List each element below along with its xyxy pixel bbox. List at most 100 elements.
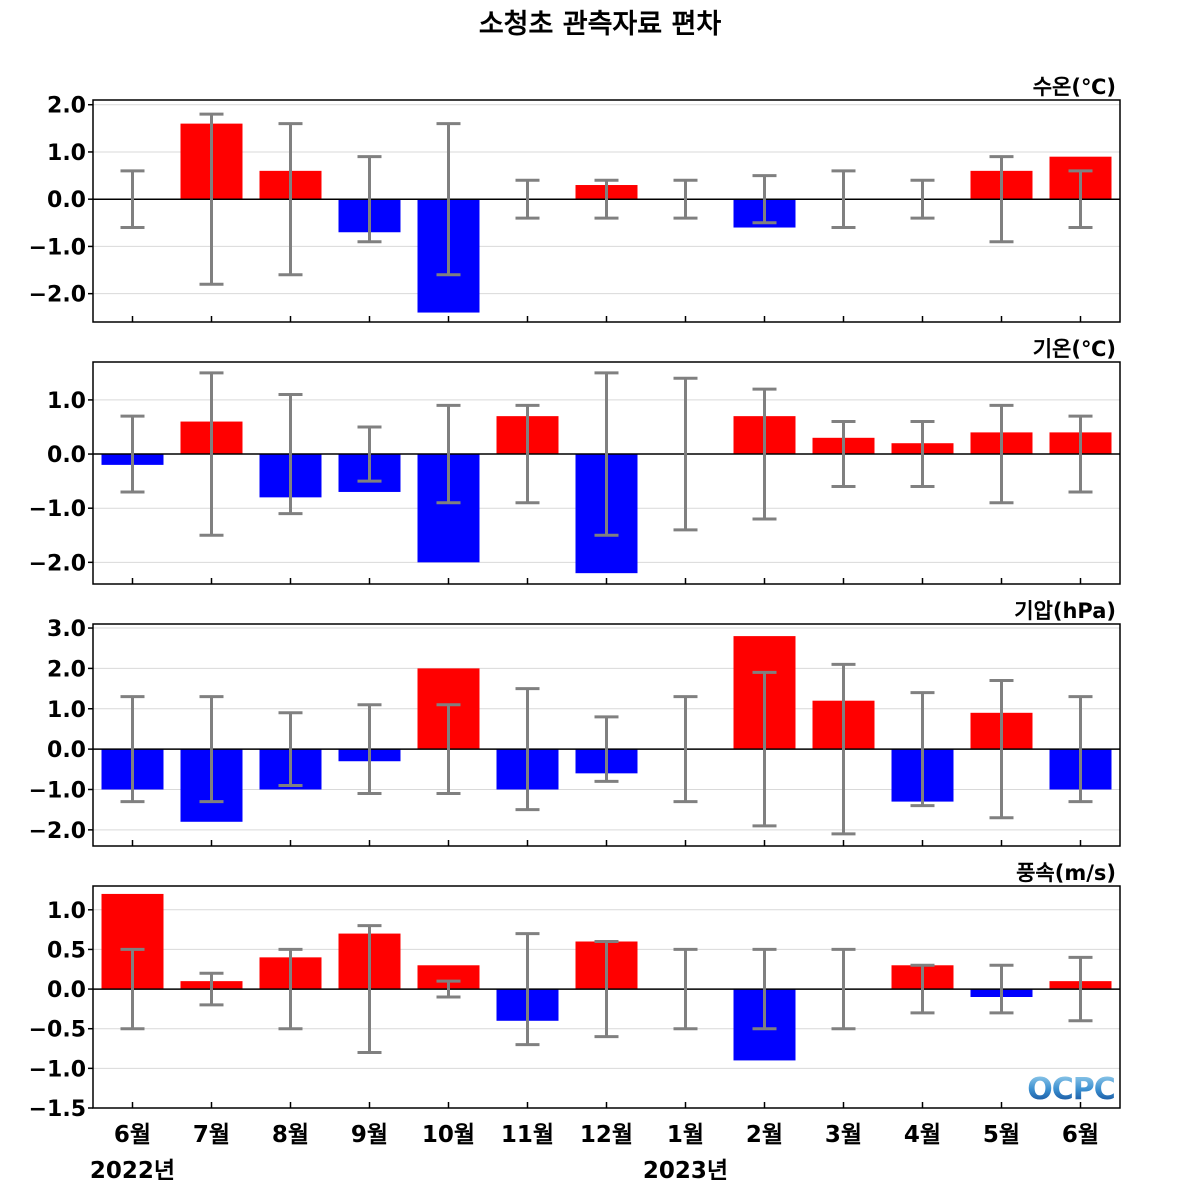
error-bar — [989, 679, 1014, 820]
error-bar — [673, 376, 698, 532]
error-bar — [594, 715, 619, 783]
ocpc-logo: OCPC — [1027, 1072, 1116, 1107]
y-tick-label: 0.0 — [47, 443, 86, 468]
x-axis-labels: 6월 7월 8월 9월 10월 11월 12월 1월 2월 3월 4월 5월 6월 2022년 2023년 — [90, 1122, 1099, 1184]
panel-label: 수온(℃) — [1033, 75, 1116, 99]
error-bar — [831, 169, 856, 230]
chart-title: 소청초 관측자료 편차 — [479, 9, 722, 40]
x-tick-label: 6월 — [114, 1122, 151, 1148]
y-tick-label: 3.0 — [47, 617, 86, 642]
error-bar — [752, 670, 777, 828]
y-tick-label: −1.0 — [29, 778, 86, 803]
error-bar — [278, 947, 303, 1031]
x-tick-label: 6월 — [1062, 1122, 1099, 1148]
y-tick-label: 0.0 — [47, 188, 86, 213]
error-bar — [357, 425, 382, 483]
x-tick-label: 11월 — [501, 1122, 554, 1148]
x-tick-label: 7월 — [193, 1122, 230, 1148]
x-tick-label: 12월 — [580, 1122, 633, 1148]
panel-4: 1.0 0.5 0.0 −0.5 −1.0 −1.5 풍속(m/s) — [29, 861, 1121, 1122]
y-tick-label: 0.0 — [47, 738, 86, 763]
error-bar — [120, 947, 145, 1031]
error-bar — [910, 420, 935, 489]
y-tick-label: 0.0 — [47, 978, 86, 1003]
error-bar — [199, 695, 224, 804]
y-tick-label: −2.0 — [29, 819, 86, 844]
error-bar — [594, 940, 619, 1039]
x-tick-label: 5월 — [983, 1122, 1020, 1148]
error-bar — [199, 971, 224, 1007]
year-label: 2022년 — [90, 1158, 175, 1184]
x-tick-label: 8월 — [272, 1122, 309, 1148]
error-bar — [910, 963, 935, 1015]
error-bar — [436, 979, 461, 999]
y-tick-label: 1.0 — [47, 141, 86, 166]
y-tick-label: 0.5 — [47, 938, 86, 963]
y-tick-label: −2.0 — [29, 551, 86, 576]
error-bar — [831, 420, 856, 489]
y-tick-label: 1.0 — [47, 698, 86, 723]
error-bar — [357, 703, 382, 796]
y-tick-label: −1.0 — [29, 1057, 86, 1082]
y-tick-label: −0.5 — [29, 1018, 86, 1043]
error-bar — [436, 122, 461, 277]
error-bar — [673, 947, 698, 1031]
y-tick-label: −1.0 — [29, 497, 86, 522]
y-tick-label: 1.0 — [47, 899, 86, 924]
error-bar — [594, 371, 619, 537]
x-tick-label: 4월 — [904, 1122, 941, 1148]
error-bar — [989, 403, 1014, 505]
error-bar — [752, 174, 777, 225]
error-bar — [831, 662, 856, 836]
error-bar — [752, 387, 777, 521]
error-bar — [199, 112, 224, 286]
error-bar — [1068, 414, 1093, 494]
x-tick-label: 2월 — [746, 1122, 783, 1148]
y-tick-label: 2.0 — [47, 657, 86, 682]
error-bar — [120, 695, 145, 804]
error-bar — [515, 932, 540, 1047]
error-bar — [120, 414, 145, 494]
x-tick-label: 9월 — [351, 1122, 388, 1148]
y-tick-label: −1.5 — [29, 1097, 86, 1122]
error-bar — [120, 169, 145, 230]
panel-1: 2.0 1.0 0.0 −1.0 −2.0 수온(℃) — [29, 75, 1121, 323]
x-tick-label: 3월 — [825, 1122, 862, 1148]
error-bar — [199, 371, 224, 537]
y-tick-label: 1.0 — [47, 389, 86, 414]
error-bar — [278, 122, 303, 277]
error-bar — [515, 178, 540, 220]
error-bar — [436, 403, 461, 505]
svg-text:OCPC: OCPC — [1027, 1072, 1115, 1107]
y-tick-label: −1.0 — [29, 235, 86, 260]
panel-3: 3.0 2.0 1.0 0.0 −1.0 −2.0 기압(hPa) — [29, 599, 1121, 847]
error-bar — [673, 695, 698, 804]
x-tick-label: 10월 — [422, 1122, 475, 1148]
year-label: 2023년 — [643, 1158, 728, 1184]
bar — [417, 965, 480, 990]
error-bar — [278, 392, 303, 516]
panel-label: 풍속(m/s) — [1016, 861, 1116, 885]
error-bar — [910, 691, 935, 808]
error-bar — [594, 178, 619, 220]
panel-label: 기온(℃) — [1033, 337, 1116, 361]
error-bar — [357, 924, 382, 1054]
error-bar — [1068, 695, 1093, 804]
error-bar — [989, 963, 1014, 1015]
error-bar — [989, 155, 1014, 244]
error-bar — [1068, 955, 1093, 1023]
error-bar — [515, 403, 540, 505]
error-bar — [831, 947, 856, 1031]
error-bar — [1068, 169, 1093, 230]
error-bar — [436, 703, 461, 796]
error-bar — [357, 155, 382, 244]
error-bar — [673, 178, 698, 220]
x-tick-label: 1월 — [667, 1122, 704, 1148]
error-bar — [752, 947, 777, 1031]
panel-2: 1.0 0.0 −1.0 −2.0 기온(℃) — [29, 337, 1121, 585]
panel-label: 기압(hPa) — [1014, 599, 1116, 623]
error-bar — [515, 687, 540, 812]
y-tick-label: 2.0 — [47, 94, 86, 119]
